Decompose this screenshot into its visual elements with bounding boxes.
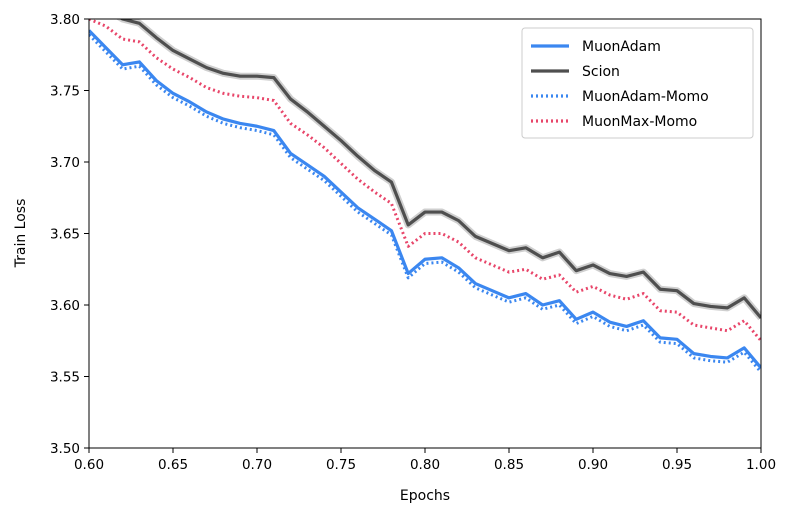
x-tick-label: 0.85 xyxy=(494,457,524,473)
series-line-muonmax-momo xyxy=(89,19,761,342)
series-line-muonadam-momo xyxy=(89,33,761,374)
x-tick-label: 0.65 xyxy=(158,457,188,473)
legend-box xyxy=(521,27,754,139)
x-tick-label: 0.60 xyxy=(74,457,104,473)
y-axis-label: Train Loss xyxy=(13,199,29,269)
x-axis-label: Epochs xyxy=(400,488,450,504)
legend-label-muonmax-momo: MuonMax-Momo xyxy=(582,114,697,130)
y-tick-label: 3.80 xyxy=(50,12,80,28)
x-tick-label: 0.90 xyxy=(578,457,608,473)
legend: MuonAdam Scion MuonAdam-Momo MuonMax-Momo xyxy=(521,27,754,139)
series-line-muonadam xyxy=(89,29,761,369)
x-tick-label: 0.80 xyxy=(410,457,440,473)
x-tick-label: 0.70 xyxy=(242,457,272,473)
y-tick-label: 3.65 xyxy=(50,227,80,243)
series-line-scion xyxy=(119,19,761,319)
x-axis-ticks: 0.60 0.65 0.70 0.75 0.80 0.85 0.90 0.95 1.00 xyxy=(74,448,776,473)
x-tick-label: 0.75 xyxy=(326,457,356,473)
y-tick-label: 3.55 xyxy=(50,370,80,386)
legend-label-muonadam: MuonAdam xyxy=(582,39,661,55)
y-tick-label: 3.60 xyxy=(50,298,80,314)
y-axis-ticks: 3.50 3.55 3.60 3.65 3.70 3.75 3.80 xyxy=(50,12,89,457)
series-layer xyxy=(89,19,761,374)
y-tick-label: 3.75 xyxy=(50,84,80,100)
x-tick-label: 1.00 xyxy=(746,457,776,473)
x-tick-label: 0.95 xyxy=(662,457,692,473)
legend-label-scion: Scion xyxy=(582,64,620,80)
legend-label-muonadam-momo: MuonAdam-Momo xyxy=(582,89,709,105)
y-tick-label: 3.70 xyxy=(50,155,80,171)
y-tick-label: 3.50 xyxy=(50,441,80,457)
